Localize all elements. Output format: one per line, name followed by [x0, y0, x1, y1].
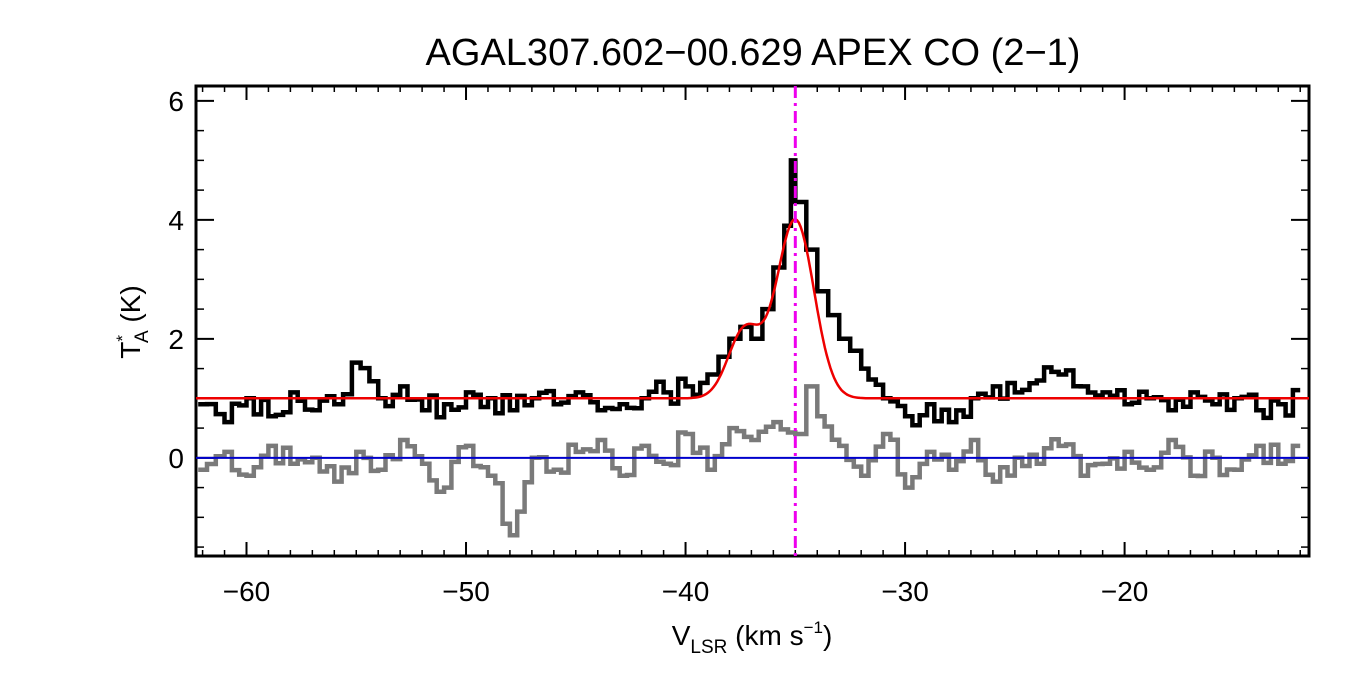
x-axis-label: VLSR (km s−1) — [672, 618, 833, 658]
x-tick-label: −50 — [442, 576, 490, 607]
y-tick-label: 4 — [168, 205, 184, 236]
residual-trace — [198, 384, 1301, 538]
plot-frame — [194, 84, 1311, 558]
y-axis-label: T*A (K) — [113, 285, 153, 359]
x-tick-label: −30 — [881, 576, 929, 607]
y-tick-label: 2 — [168, 324, 184, 355]
residual-layer — [198, 384, 1301, 538]
y-tick-labels: 0 2 4 6 — [168, 86, 184, 474]
spectrum-layer — [198, 158, 1301, 428]
x-tick-label: −60 — [223, 576, 271, 607]
spectrum-trace — [198, 158, 1301, 428]
x-tick-label: −40 — [662, 576, 710, 607]
y-tick-label: 0 — [168, 443, 184, 474]
x-tick-label: −20 — [1101, 576, 1149, 607]
gaussian-fit-curve — [196, 217, 1309, 400]
chart-title: AGAL307.602−00.629 APEX CO (2−1) — [426, 32, 1081, 74]
fit-layer — [196, 217, 1309, 400]
y-tick-label: 6 — [168, 86, 184, 117]
x-tick-labels: −60 −50 −40 −30 −20 — [223, 576, 1149, 607]
axis-ticks — [196, 86, 1309, 556]
